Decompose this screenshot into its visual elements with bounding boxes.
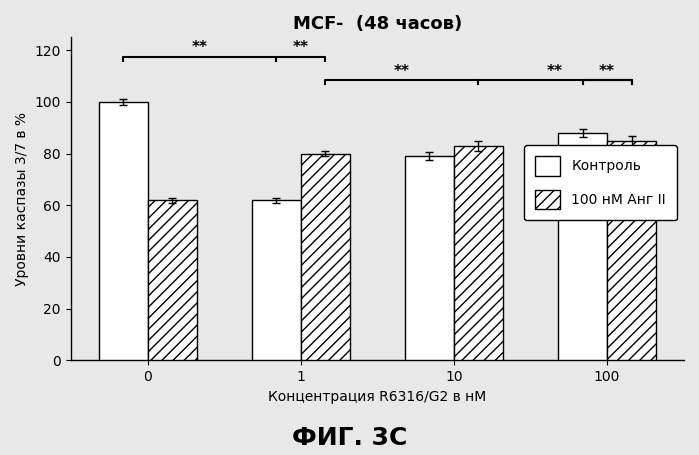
Text: **: ** [599,64,615,79]
Bar [558,133,607,360]
Bar [405,156,454,360]
Text: **: ** [547,64,563,79]
Bar [607,141,656,360]
Y-axis label: Уровни каспазы 3/7 в %: Уровни каспазы 3/7 в % [15,112,29,286]
Legend: Контроль, 100 нМ Анг II: Контроль, 100 нМ Анг II [524,145,677,220]
Bar [99,102,147,360]
Bar [301,154,350,360]
Title: MCF-  (48 часов): MCF- (48 часов) [293,15,462,33]
Bar [252,200,301,360]
Text: ФИГ. 3C: ФИГ. 3C [291,426,408,450]
Text: **: ** [192,40,208,56]
Bar [454,146,503,360]
Text: **: ** [394,64,410,79]
X-axis label: Концентрация R6316/G2 в нМ: Концентрация R6316/G2 в нМ [268,389,487,404]
Bar [147,200,196,360]
Text: **: ** [293,40,309,56]
